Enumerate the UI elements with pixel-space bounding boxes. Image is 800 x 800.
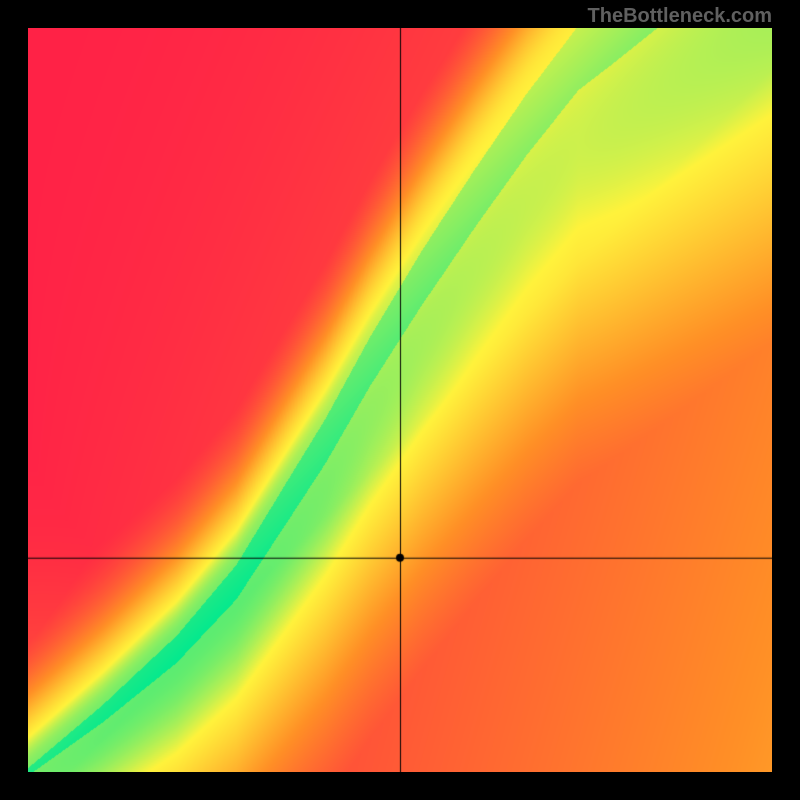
watermark-text: TheBottleneck.com [588,5,772,28]
plot-area [28,28,772,772]
chart-container: TheBottleneck.com [0,0,800,800]
heatmap-canvas [28,28,772,772]
